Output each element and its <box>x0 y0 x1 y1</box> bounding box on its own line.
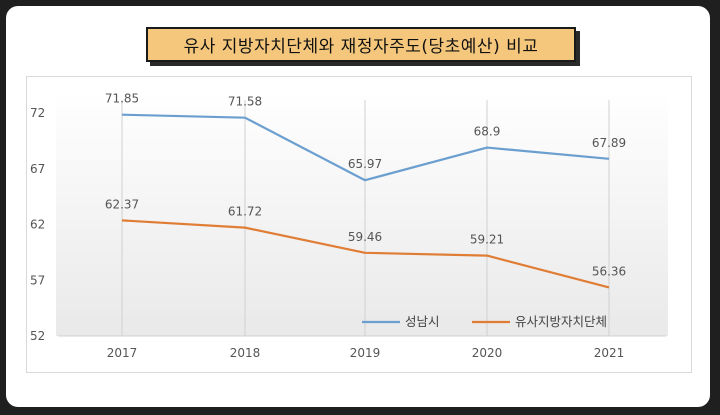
series-line-2 <box>121 219 610 289</box>
data-label: 59.21 <box>470 233 504 247</box>
data-label: 71.58 <box>228 95 262 109</box>
y-tick-label: 57 <box>30 273 45 287</box>
chart-title: 유사 지방자치단체와 재정자주도(당초예산) 비교 <box>146 27 576 62</box>
series-line-1 <box>121 113 610 182</box>
y-tick-label: 72 <box>30 106 45 120</box>
x-tick-label: 2017 <box>107 346 138 360</box>
y-tick-label: 62 <box>30 218 45 232</box>
legend-label: 성남시 <box>405 314 440 329</box>
data-label: 71.85 <box>105 92 139 106</box>
data-label: 62.37 <box>105 197 139 211</box>
legend-label: 유사지방자치단체 <box>515 314 607 329</box>
x-tick-label: 2021 <box>594 346 625 360</box>
data-label: 67.89 <box>592 136 626 150</box>
data-label: 56.36 <box>592 264 626 278</box>
data-label: 61.72 <box>228 205 262 219</box>
y-tick-label: 52 <box>30 329 45 343</box>
plot-background <box>56 90 668 336</box>
data-label: 59.46 <box>348 230 382 244</box>
x-tick-label: 2019 <box>350 346 381 360</box>
x-tick-label: 2018 <box>230 346 261 360</box>
data-label: 68.9 <box>474 125 501 139</box>
data-label: 65.97 <box>348 157 382 171</box>
y-tick-label: 67 <box>30 162 45 176</box>
x-tick-label: 2020 <box>472 346 503 360</box>
